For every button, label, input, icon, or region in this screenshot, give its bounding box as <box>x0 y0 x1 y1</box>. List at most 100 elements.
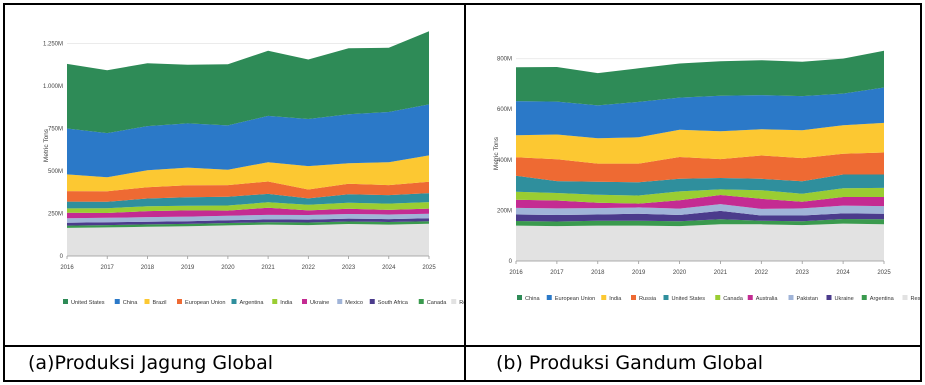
x-tick-label: 2024 <box>382 265 396 271</box>
area-china <box>67 104 429 178</box>
legend-label: European Union <box>555 296 595 302</box>
legend-label: Russia <box>639 296 657 302</box>
area-rest-of-world <box>516 223 884 261</box>
legend-label: India <box>609 296 622 302</box>
y-tick-label: 0 <box>60 254 64 260</box>
legend-swatch <box>177 299 182 304</box>
x-tick-label: 2023 <box>796 270 810 276</box>
chart-panel-b: 0 200M 400M 600M 800M 2016 2017 2018 2019 2020 202… <box>493 50 921 302</box>
y-tick-label: 1.250M <box>43 42 63 48</box>
legend-swatch <box>826 295 832 300</box>
x-tick-label: 2016 <box>60 265 74 271</box>
area-rest-of-world <box>67 223 429 256</box>
legend-label: India <box>280 300 293 306</box>
area-russia <box>516 152 884 183</box>
legend-swatch <box>546 295 552 300</box>
legend-swatch <box>747 295 753 300</box>
y-tick-label: 0 <box>509 259 513 265</box>
x-tick-label: 2025 <box>422 265 436 271</box>
legend-swatch <box>114 299 120 304</box>
legend-swatch <box>788 295 794 300</box>
x-tick-label: 2020 <box>673 270 687 276</box>
legend-label: Canada <box>427 300 447 306</box>
x-tick-label: 2019 <box>632 270 646 276</box>
legend-swatch <box>144 299 150 304</box>
figure-frame <box>3 3 922 382</box>
caption-divider <box>3 345 922 347</box>
panel-divider <box>464 3 466 382</box>
x-tick-label: 2021 <box>261 265 275 271</box>
x-tick-label: 2018 <box>141 265 155 271</box>
legend-label: Mexico <box>345 300 363 306</box>
legend-label: United States <box>672 296 706 302</box>
legend-label: Ukraine <box>835 296 854 302</box>
area-pakistan <box>516 204 884 216</box>
legend-label: Argentina <box>240 300 265 306</box>
legend-swatch <box>861 295 867 300</box>
area-india <box>516 122 884 164</box>
legend-swatch <box>663 295 669 300</box>
area-argentina <box>516 219 884 227</box>
x-tick-label: 2017 <box>101 265 115 271</box>
y-tick-label: 250M <box>48 212 63 218</box>
legend-label: Brazil <box>153 300 167 306</box>
area-argentina <box>67 193 429 209</box>
caption-b: (b) Produksi Gandum Global <box>496 352 764 374</box>
legend-swatch <box>631 295 636 300</box>
y-tick-label: 600M <box>497 107 512 113</box>
area-south-africa <box>67 218 429 226</box>
legend-swatch <box>451 299 457 304</box>
x-tick-label: 2020 <box>221 265 235 271</box>
chart-panel-a: 0 250M 500M 750M 1.000M 1.250M 2016 2017 2018 201… <box>43 31 464 306</box>
legend-swatch <box>337 299 343 304</box>
legend-swatch <box>302 299 307 304</box>
x-tick-label: 2018 <box>591 270 605 276</box>
x-tick-label: 2022 <box>302 265 316 271</box>
y-tick-label: 500M <box>48 169 63 175</box>
y-tick-label: 800M <box>497 57 512 63</box>
legend-swatch <box>902 295 908 300</box>
area-european-union <box>516 87 884 139</box>
area-united-states <box>67 31 429 134</box>
area-ukraine <box>67 207 429 219</box>
legend-swatch <box>601 295 607 300</box>
legend-swatch <box>272 299 278 304</box>
legend-swatch <box>231 299 237 304</box>
caption-a: (a)Produksi Jagung Global <box>28 352 274 374</box>
legend-label: Canada <box>723 296 743 302</box>
legend-label: Rest of World <box>459 300 464 306</box>
legend-label: China <box>123 300 139 306</box>
x-tick-label: 2022 <box>755 270 769 276</box>
legend-label: Argentina <box>870 296 895 302</box>
legend-label: Rest of World <box>911 296 921 302</box>
legend-swatch <box>715 295 721 300</box>
area-european-union <box>67 181 429 202</box>
legend-label: South Africa <box>378 300 409 306</box>
area-ukraine <box>516 210 884 222</box>
area-canada <box>516 187 884 204</box>
y-tick-label: 750M <box>48 127 63 133</box>
x-tick-label: 2023 <box>342 265 356 271</box>
area-australia <box>516 195 884 209</box>
y-axis-label: Metric Tons <box>493 136 500 170</box>
legend-label: Ukraine <box>310 300 329 306</box>
legend-swatch <box>517 295 522 300</box>
area-china <box>516 50 884 106</box>
legend-swatch <box>418 299 424 304</box>
legend-swatch <box>63 299 68 304</box>
y-tick-label: 1.000M <box>43 84 63 90</box>
x-tick-label: 2025 <box>877 270 891 276</box>
legend-swatch <box>369 299 375 304</box>
legend-label: Pakistan <box>797 296 818 302</box>
y-tick-label: 400M <box>497 158 512 164</box>
x-tick-label: 2019 <box>181 265 195 271</box>
x-tick-label: 2017 <box>550 270 564 276</box>
legend-label: European Union <box>185 300 225 306</box>
x-tick-label: 2021 <box>714 270 728 276</box>
x-tick-label: 2016 <box>509 270 523 276</box>
legend-label: United States <box>71 300 105 306</box>
area-mexico <box>67 213 429 223</box>
area-brazil <box>67 155 429 192</box>
legend-label: Australia <box>756 296 779 302</box>
area-united-states <box>516 174 884 196</box>
